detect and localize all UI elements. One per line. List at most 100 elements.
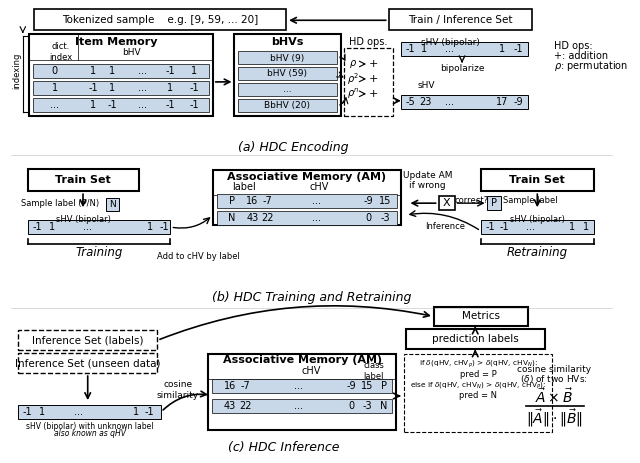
Text: $\rho^2$: $\rho^2$ (347, 71, 359, 87)
Text: 1: 1 (569, 222, 575, 232)
Text: Train Set: Train Set (55, 175, 111, 185)
Text: 17: 17 (496, 97, 509, 107)
Text: Associative Memory (AM): Associative Memory (AM) (223, 355, 381, 365)
Text: $\rho^n$: $\rho^n$ (347, 87, 359, 101)
Text: bHV (9): bHV (9) (270, 54, 304, 63)
Text: 16: 16 (246, 196, 259, 206)
Text: N: N (380, 401, 388, 411)
Text: -1: -1 (500, 222, 509, 232)
FancyBboxPatch shape (18, 331, 157, 350)
Text: 1: 1 (90, 100, 97, 110)
Text: HD ops.: HD ops. (349, 37, 387, 47)
Text: Update AM
if wrong: Update AM if wrong (403, 170, 452, 190)
FancyBboxPatch shape (106, 198, 119, 211)
FancyBboxPatch shape (33, 98, 209, 112)
Text: -1: -1 (189, 83, 199, 93)
Text: BbHV (20): BbHV (20) (264, 101, 310, 110)
Text: pred = P: pred = P (460, 369, 497, 379)
Text: correct?: correct? (454, 196, 488, 205)
Text: dict.
index: dict. index (49, 43, 72, 62)
Text: $\rho$: permutation: $\rho$: permutation (554, 59, 628, 73)
Text: 1: 1 (38, 407, 45, 417)
Text: pred = N: pred = N (459, 390, 497, 400)
Text: -7: -7 (241, 381, 251, 391)
FancyBboxPatch shape (216, 211, 397, 225)
Text: Train Set: Train Set (509, 175, 565, 185)
Text: 23: 23 (419, 97, 431, 107)
Text: ...: ... (283, 85, 291, 94)
Text: +: + (369, 59, 378, 69)
FancyBboxPatch shape (18, 353, 157, 373)
Text: +: + (369, 74, 378, 84)
FancyBboxPatch shape (28, 169, 138, 191)
Text: sHV (bipolar): sHV (bipolar) (421, 38, 480, 47)
Text: Tokenized sample    e.g. [9, 59, ... 20]: Tokenized sample e.g. [9, 59, ... 20] (62, 15, 259, 25)
Text: 1: 1 (52, 83, 58, 93)
Text: 1: 1 (109, 83, 115, 93)
Text: -1: -1 (406, 44, 415, 54)
Text: indexing: indexing (13, 53, 22, 89)
Text: ...: ... (138, 83, 147, 93)
Text: $\|\vec{A}\|\cdot\|\vec{B}\|$: $\|\vec{A}\|\cdot\|\vec{B}\|$ (526, 407, 582, 429)
FancyBboxPatch shape (401, 95, 528, 109)
Text: -7: -7 (262, 196, 272, 206)
FancyBboxPatch shape (406, 329, 545, 349)
FancyBboxPatch shape (388, 9, 532, 30)
Text: 16: 16 (223, 381, 236, 391)
Text: +: + (369, 89, 378, 99)
FancyBboxPatch shape (212, 399, 392, 413)
Text: 1: 1 (499, 44, 506, 54)
Text: Sample label (P/N): Sample label (P/N) (21, 199, 99, 208)
Text: -1: -1 (514, 44, 524, 54)
Text: (c) HDC Inference: (c) HDC Inference (228, 441, 339, 454)
Text: P: P (491, 198, 497, 208)
FancyBboxPatch shape (481, 220, 594, 234)
Text: 1: 1 (583, 222, 589, 232)
Text: -9: -9 (514, 97, 524, 107)
FancyBboxPatch shape (29, 34, 213, 116)
Text: ...: ... (445, 44, 454, 54)
Text: sHV: sHV (418, 81, 435, 90)
FancyBboxPatch shape (238, 83, 337, 96)
Text: ...: ... (138, 100, 147, 110)
Text: prediction labels: prediction labels (432, 334, 518, 344)
Text: 43: 43 (223, 401, 236, 411)
Text: bHVs: bHVs (271, 37, 303, 47)
Text: $\vec{A} \times \vec{B}$: $\vec{A} \times \vec{B}$ (535, 388, 573, 407)
Text: cosine similarity: cosine similarity (517, 365, 591, 374)
Text: ...: ... (445, 97, 454, 107)
Text: 22: 22 (261, 213, 274, 223)
Text: $\rho$: $\rho$ (349, 58, 357, 70)
Text: bHV (59): bHV (59) (267, 69, 307, 78)
Text: bipolarize: bipolarize (440, 64, 484, 74)
Text: ($\delta$) of two HVs:: ($\delta$) of two HVs: (520, 373, 588, 385)
Text: P: P (228, 196, 235, 206)
Text: 1: 1 (421, 44, 428, 54)
Text: ...: ... (294, 381, 303, 391)
Text: -3: -3 (362, 401, 372, 411)
Text: Train / Inference Set: Train / Inference Set (408, 15, 513, 25)
Text: -1: -1 (166, 100, 175, 110)
FancyBboxPatch shape (34, 9, 286, 30)
Text: ...: ... (138, 66, 147, 76)
FancyBboxPatch shape (238, 99, 337, 112)
Text: -3: -3 (380, 213, 390, 223)
Text: -1: -1 (88, 83, 98, 93)
Text: ...: ... (294, 401, 303, 411)
FancyBboxPatch shape (401, 42, 528, 56)
Text: -1: -1 (159, 222, 169, 232)
FancyBboxPatch shape (438, 196, 454, 210)
FancyBboxPatch shape (488, 196, 500, 210)
Text: -1: -1 (166, 66, 175, 76)
Text: ...: ... (51, 100, 60, 110)
Text: label: label (232, 182, 256, 192)
Text: P: P (381, 381, 387, 391)
Text: bHV: bHV (122, 48, 140, 56)
FancyBboxPatch shape (481, 169, 594, 191)
Text: 1: 1 (49, 222, 55, 232)
Text: if $\delta$(qHV, cHV$_p$) > $\delta$(qHV, cHV$_N$):: if $\delta$(qHV, cHV$_p$) > $\delta$(qHV… (419, 358, 538, 370)
Text: -1: -1 (189, 100, 199, 110)
Text: 1: 1 (168, 83, 173, 93)
Text: cosine
similarity: cosine similarity (157, 380, 199, 400)
Text: else if $\delta$(qHV, cHV$_N$) > $\delta$(qHV, cHV$_P$):: else if $\delta$(qHV, cHV$_N$) > $\delta… (410, 380, 546, 390)
